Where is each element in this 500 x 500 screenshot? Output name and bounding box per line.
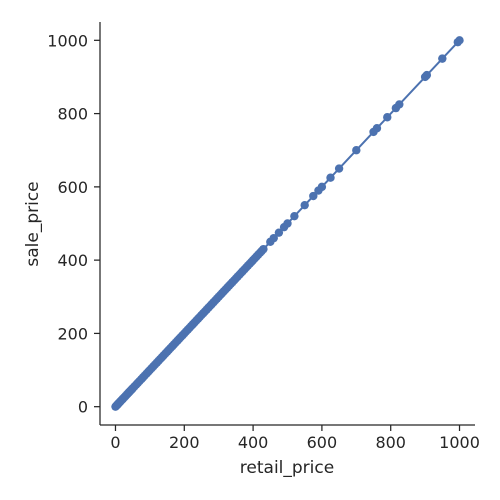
- y-tick-label: 1000: [47, 31, 88, 50]
- y-tick-label: 600: [57, 178, 88, 197]
- x-tick-label: 800: [375, 433, 406, 452]
- x-axis-label: retail_price: [240, 458, 334, 478]
- y-axis-ticks: 0 200 400 600 800 1000: [47, 31, 100, 417]
- y-tick-label: 200: [57, 324, 88, 343]
- x-tick-label: 1000: [439, 433, 480, 452]
- x-tick-label: 600: [307, 433, 338, 452]
- x-tick-label: 200: [169, 433, 200, 452]
- y-tick-label: 400: [57, 251, 88, 270]
- x-axis-ticks: 0 200 400 600 800 1000: [110, 425, 480, 452]
- regression-line: [114, 39, 461, 408]
- x-tick-label: 400: [238, 433, 269, 452]
- y-tick-label: 0: [78, 398, 88, 417]
- x-tick-label: 0: [110, 433, 120, 452]
- y-axis-label: sale_price: [23, 181, 43, 266]
- y-tick-label: 800: [57, 105, 88, 124]
